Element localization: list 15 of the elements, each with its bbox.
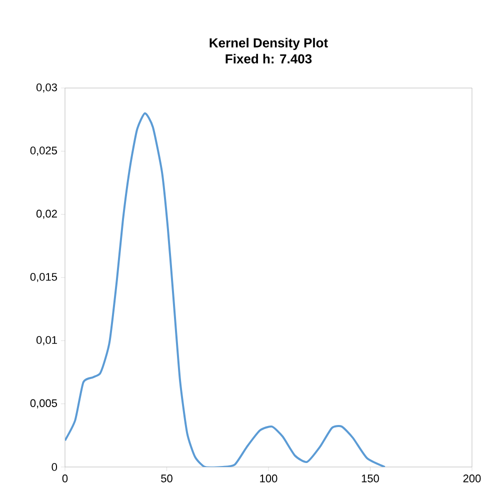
x-tick-label: 150 <box>362 474 379 482</box>
line-series <box>65 112 386 467</box>
chart-title: Kernel Density Plot <box>210 38 328 50</box>
x-tick-label: 0 <box>62 474 68 482</box>
y-tick-label: 0,005 <box>30 399 57 408</box>
chart-subtitle: Fixed h: 7.403 <box>226 54 312 64</box>
y-tick-label: 0,01 <box>36 336 57 346</box>
x-tick-label: 50 <box>161 474 172 482</box>
y-tick-label: 0 <box>52 463 58 471</box>
y-tick-label: 0,025 <box>30 146 57 156</box>
y-tick-label: 0,03 <box>36 83 57 93</box>
x-tick-label: 100 <box>260 474 278 482</box>
y-tick-label: 0,015 <box>30 272 57 282</box>
x-tick-label: 200 <box>463 474 481 482</box>
y-tick-label: 0,02 <box>36 210 57 219</box>
